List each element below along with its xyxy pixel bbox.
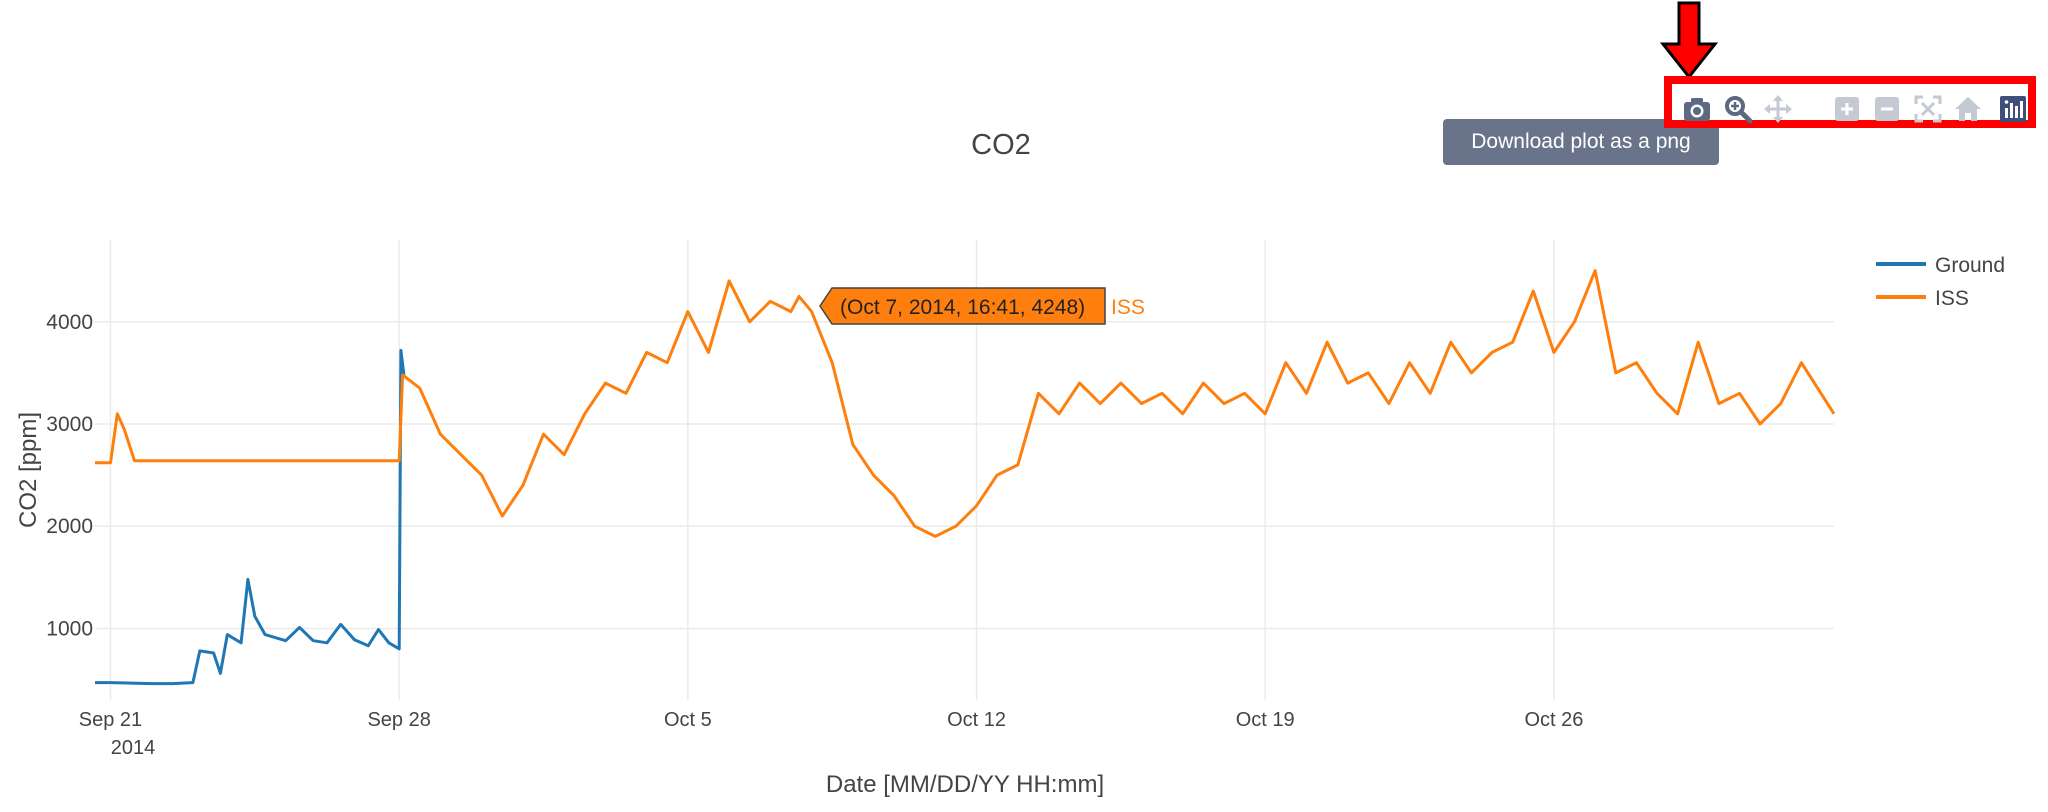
series-layer [95,269,1836,686]
x-axis-label: Date [MM/DD/YY HH:mm] [826,771,1104,798]
x-tick-label: Oct 12 [947,709,1006,731]
x-tick-label: Sep 28 [367,709,430,731]
legend[interactable]: Ground ISS [1876,254,2005,310]
chart-title: CO2 [971,129,1031,161]
pan-button[interactable] [1761,92,1795,126]
y-tick-label: 1000 [46,617,93,640]
y-axis-label: CO2 [ppm] [15,412,42,528]
hover-label-text: (Oct 7, 2014, 16:41, 4248) [840,296,1085,319]
download-tooltip: Download plot as a png [1443,119,1719,165]
y-tick-label: 2000 [46,515,93,538]
zoom-out-button[interactable] [1870,92,1904,126]
camera-icon [1684,98,1710,121]
zoom-icon [1725,96,1753,124]
hover-label: (Oct 7, 2014, 16:41, 4248) ISS [819,287,1145,325]
series-line-iss[interactable] [95,269,1836,538]
pan-icon [1764,95,1792,123]
legend-iss-label[interactable]: ISS [1935,287,1969,310]
zoom-in-button[interactable] [1830,92,1864,126]
zoom-in-icon [1835,97,1859,121]
x-tick-label: Sep 21 [79,709,142,731]
zoom-button[interactable] [1721,92,1755,126]
red-arrow-icon [1659,1,1719,80]
reset-axes-button[interactable] [1951,92,1985,126]
autoscale-button[interactable] [1911,92,1945,126]
plotly-logo-icon [2000,96,2026,122]
y-tick-label: 4000 [46,311,93,334]
modebar [1664,76,2036,128]
download-tooltip-text: Download plot as a png [1471,130,1691,153]
y-tick-label: 3000 [46,413,93,436]
hover-label-box [819,287,1106,325]
x-tick-label: Oct 26 [1524,709,1583,731]
hover-label-series: ISS [1111,296,1145,319]
legend-ground-label[interactable]: Ground [1935,254,2005,277]
plotly-logo-button[interactable] [1996,92,2030,126]
download-png-button[interactable] [1680,92,1714,126]
reset-axes-icon [1955,97,1981,121]
autoscale-icon [1914,95,1942,123]
x-tick-year: 2014 [111,737,156,759]
series-line-ground[interactable] [95,348,406,686]
zoom-out-icon [1875,97,1899,121]
ticks-layer: 1000 2000 3000 4000 Sep 21 Sep 28 Oct 5 Oct 12 O… [46,311,1583,731]
x-tick-label: Oct 19 [1236,709,1295,731]
x-tick-label: Oct 5 [664,709,712,731]
